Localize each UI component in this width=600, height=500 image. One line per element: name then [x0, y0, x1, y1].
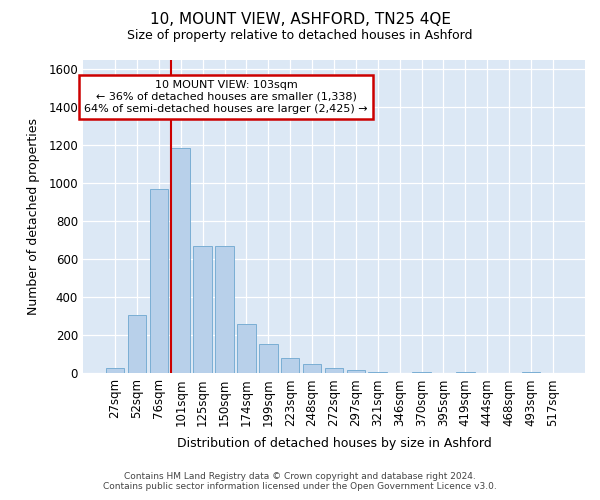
Bar [303, 364, 322, 374]
Text: Contains HM Land Registry data © Crown copyright and database right 2024.
Contai: Contains HM Land Registry data © Crown c… [103, 472, 497, 491]
Text: Size of property relative to detached houses in Ashford: Size of property relative to detached ho… [127, 29, 473, 42]
Bar [172, 148, 190, 374]
Bar [456, 372, 475, 374]
Bar [193, 246, 212, 374]
Bar [128, 316, 146, 374]
Bar [215, 246, 234, 374]
Bar [237, 324, 256, 374]
Bar [281, 358, 299, 374]
Y-axis label: Number of detached properties: Number of detached properties [27, 118, 40, 315]
Bar [521, 372, 540, 374]
Bar [106, 368, 124, 374]
Bar [325, 368, 343, 374]
Bar [149, 189, 168, 374]
Bar [259, 344, 278, 374]
Text: 10 MOUNT VIEW: 103sqm
← 36% of detached houses are smaller (1,338)
64% of semi-d: 10 MOUNT VIEW: 103sqm ← 36% of detached … [84, 80, 368, 114]
Bar [368, 372, 387, 374]
Bar [412, 372, 431, 374]
Bar [347, 370, 365, 374]
X-axis label: Distribution of detached houses by size in Ashford: Distribution of detached houses by size … [176, 437, 491, 450]
Text: 10, MOUNT VIEW, ASHFORD, TN25 4QE: 10, MOUNT VIEW, ASHFORD, TN25 4QE [149, 12, 451, 26]
